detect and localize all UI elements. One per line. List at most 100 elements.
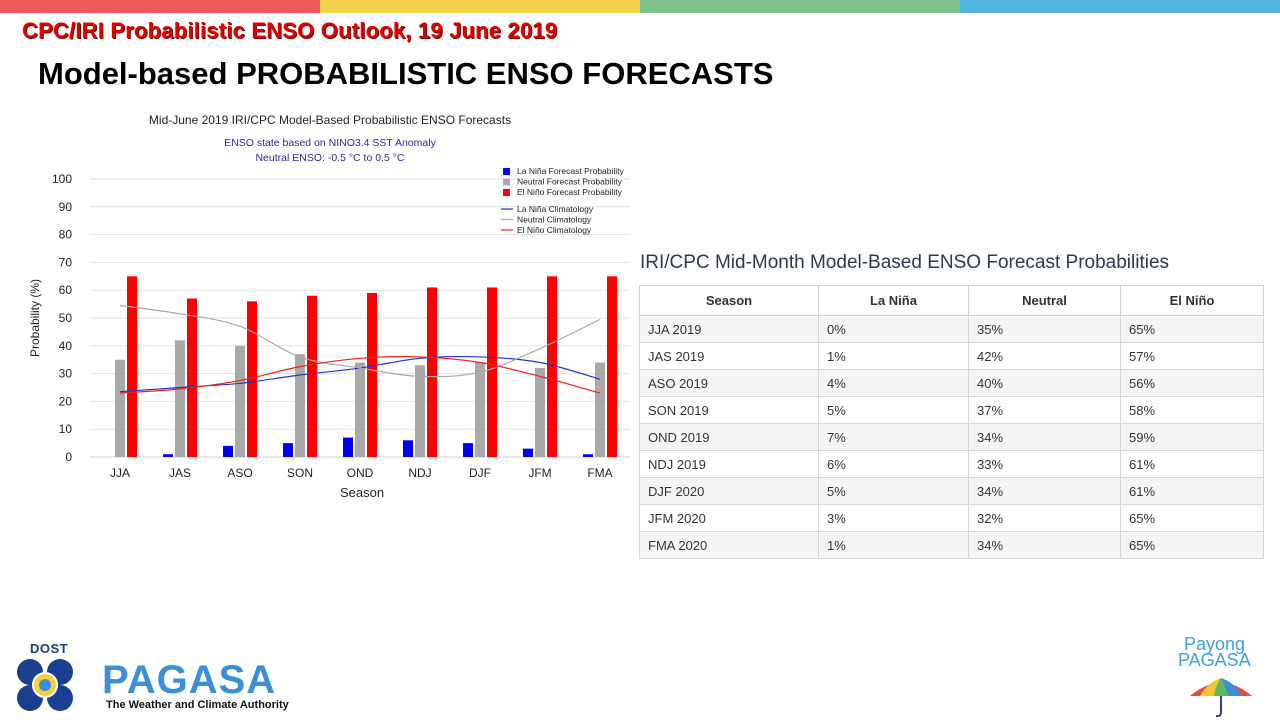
table-body: JJA 2019 0% 35% 65% JAS 2019 1% 42% 57% ASO 2019…: [639, 315, 1264, 559]
x-tick-label: NDJ: [408, 466, 431, 480]
climatology-lines: [119, 304, 601, 394]
table-cell: 40%: [968, 369, 1121, 397]
table-cell: 57%: [1120, 342, 1264, 370]
header-neutral: Neutral: [968, 285, 1121, 316]
bar-la-nina-jas: [163, 454, 173, 457]
color-band-blue: [960, 0, 1280, 13]
table-cell: 0%: [818, 315, 969, 343]
bar-neutral-djf: [475, 362, 485, 457]
table-cell: 5%: [818, 396, 969, 424]
table-cell: 3%: [818, 504, 969, 532]
bar-la-nina-ndj: [403, 440, 413, 457]
enso-forecast-chart: Mid-June 2019 IRI/CPC Model-Based Probab…: [28, 113, 630, 500]
x-tick-label: DJF: [469, 466, 491, 480]
y-tick-label: 50: [59, 311, 73, 325]
table-cell: FMA 2020: [639, 531, 819, 559]
table-cell: 7%: [818, 423, 969, 451]
payong-pagasa-label: PAGASA: [1178, 650, 1251, 670]
bar-neutral-jas: [175, 340, 185, 457]
y-axis-label: Probability (%): [28, 279, 42, 357]
legend-label: La Niña Forecast Probability: [517, 166, 625, 176]
table-cell: 37%: [968, 396, 1121, 424]
header-season: Season: [639, 285, 819, 316]
dost-label: DOST: [30, 641, 69, 656]
forecast-table: Season La Niña Neutral El Niño JJA 2019 0…: [639, 285, 1264, 559]
x-tick-label: JJA: [110, 466, 130, 480]
legend-swatch-2: [503, 189, 510, 196]
x-tick-label: JFM: [528, 466, 551, 480]
bar-la-nina-son: [283, 443, 293, 457]
bar-neutral-aso: [235, 345, 245, 457]
pagasa-logo-icon: [17, 659, 73, 711]
table-cell: 4%: [818, 369, 969, 397]
y-tick-label: 40: [59, 339, 73, 353]
bar-el-nino-son: [307, 295, 317, 457]
header-la-nina: La Niña: [818, 285, 969, 316]
table-cell: 65%: [1120, 504, 1264, 532]
climatology-line-neutral: [119, 304, 601, 378]
table-cell: 59%: [1120, 423, 1264, 451]
y-axis-ticks: 0 10 20 30 40 50 60 70 80 90 100: [52, 172, 72, 464]
bar-el-nino-fma: [607, 276, 617, 457]
bar-el-nino-ndj: [427, 287, 437, 457]
x-tick-label: OND: [347, 466, 374, 480]
table-cell: 58%: [1120, 396, 1264, 424]
table-header-row: Season La Niña Neutral El Niño: [639, 285, 1264, 316]
table-cell: 56%: [1120, 369, 1264, 397]
table-row: JJA 2019 0% 35% 65%: [639, 315, 1264, 343]
table-cell: 34%: [968, 477, 1121, 505]
table-row: NDJ 2019 6% 33% 61%: [639, 450, 1264, 478]
color-band-yellow: [320, 0, 640, 13]
table-row: OND 2019 7% 34% 59%: [639, 423, 1264, 451]
y-tick-label: 100: [52, 172, 72, 186]
x-tick-label: FMA: [587, 466, 612, 480]
table-row: ASO 2019 4% 40% 56%: [639, 369, 1264, 397]
pagasa-wordmark: PAGASA: [102, 658, 277, 702]
table-row: JFM 2020 3% 32% 65%: [639, 504, 1264, 532]
table-row: SON 2019 5% 37% 58%: [639, 396, 1264, 424]
bar-neutral-ond: [355, 362, 365, 457]
table-cell: 32%: [968, 504, 1121, 532]
bar-neutral-jja: [115, 359, 125, 457]
bar-neutral-fma: [595, 362, 605, 457]
table-cell: 65%: [1120, 531, 1264, 559]
umbrella-icon: [1190, 678, 1252, 718]
bar-la-nina-jfm: [523, 448, 533, 457]
table-cell: 42%: [968, 342, 1121, 370]
y-tick-label: 70: [59, 255, 73, 269]
legend-swatch-1: [503, 178, 510, 186]
bar-neutral-jfm: [535, 368, 545, 457]
legend-swatch-0: [503, 168, 510, 175]
x-tick-label: JAS: [169, 466, 191, 480]
table-cell: NDJ 2019: [639, 450, 819, 478]
table-cell: JJA 2019: [639, 315, 819, 343]
x-tick-label: SON: [287, 466, 313, 480]
slide-title: CPC/IRI Probabilistic ENSO Outlook, 19 J…: [22, 18, 558, 43]
legend-label: El Niño Climatology: [517, 225, 592, 235]
legend-label: Neutral Forecast Probability: [517, 177, 623, 187]
y-tick-label: 0: [65, 450, 72, 464]
table-row: FMA 2020 1% 34% 65%: [639, 531, 1264, 559]
x-axis-ticks: JJA JAS ASO SON OND NDJ DJF JFM FMA: [110, 466, 613, 480]
table-cell: 33%: [968, 450, 1121, 478]
pagasa-tagline: The Weather and Climate Authority: [106, 699, 289, 711]
bar-la-nina-aso: [223, 445, 233, 457]
bar-el-nino-jja: [127, 276, 137, 457]
table-row: JAS 2019 1% 42% 57%: [639, 342, 1264, 370]
y-tick-label: 60: [59, 283, 73, 297]
bar-el-nino-djf: [487, 287, 497, 457]
legend-label: La Niña Climatology: [517, 204, 594, 214]
bar-el-nino-ond: [367, 292, 377, 457]
bar-neutral-son: [295, 354, 305, 457]
table-cell: 65%: [1120, 315, 1264, 343]
header-el-nino: El Niño: [1120, 285, 1264, 316]
bar-el-nino-jas: [187, 298, 197, 457]
bar-el-nino-aso: [247, 301, 257, 457]
table-title: IRI/CPC Mid-Month Model-Based ENSO Forec…: [640, 252, 1170, 273]
table-cell: 1%: [818, 531, 969, 559]
chart-subtitle-1: ENSO state based on NINO3.4 SST Anomaly: [224, 137, 436, 149]
bar-el-nino-jfm: [547, 276, 557, 457]
table-cell: 5%: [818, 477, 969, 505]
y-tick-label: 90: [59, 200, 73, 214]
